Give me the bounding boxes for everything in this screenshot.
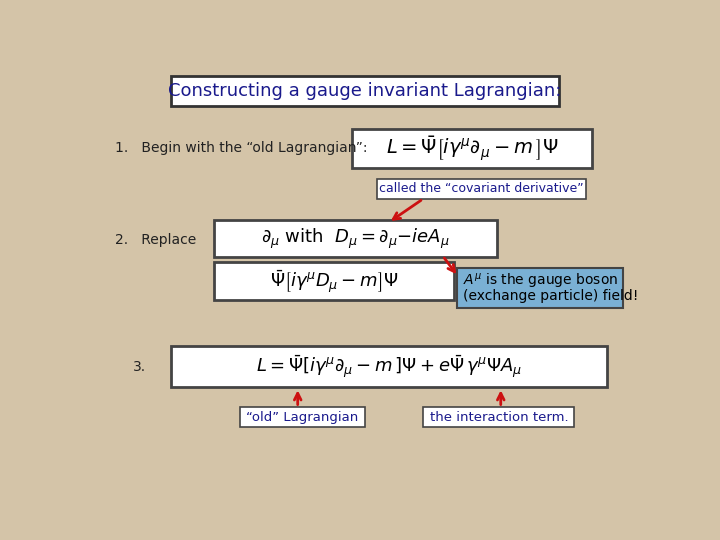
Bar xyxy=(352,130,593,168)
Text: 3.: 3. xyxy=(132,360,145,374)
Text: the interaction term.: the interaction term. xyxy=(430,411,568,424)
Text: $\partial_{\mu}$ with  $D_{\mu}= \partial_{\mu}{-}ieA_{\mu}$: $\partial_{\mu}$ with $D_{\mu}= \partial… xyxy=(261,227,450,251)
Text: $L = \bar{\Psi}\left[i\gamma^{\mu}\partial_{\mu} -m\,\right]\Psi$: $L = \bar{\Psi}\left[i\gamma^{\mu}\parti… xyxy=(386,134,558,163)
Bar xyxy=(171,76,559,106)
Text: 2.   Replace: 2. Replace xyxy=(114,233,196,247)
Text: (exchange particle) field!: (exchange particle) field! xyxy=(463,289,638,303)
Text: $L = \bar{\Psi}[i\gamma^{\mu}\partial_{\mu} -m\,]\Psi + e\bar{\Psi}\,\gamma^{\mu: $L = \bar{\Psi}[i\gamma^{\mu}\partial_{\… xyxy=(256,353,522,380)
Text: $A^{\mu}$ is the gauge boson: $A^{\mu}$ is the gauge boson xyxy=(463,273,618,292)
Bar xyxy=(423,408,575,428)
Text: Constructing a gauge invariant Lagrangian:: Constructing a gauge invariant Lagrangia… xyxy=(168,82,562,100)
Text: 1.   Begin with the “old Lagrangian”:: 1. Begin with the “old Lagrangian”: xyxy=(114,141,367,155)
Text: “old” Lagrangian: “old” Lagrangian xyxy=(246,411,359,424)
Bar xyxy=(214,220,497,257)
Text: called the “covariant derivative”: called the “covariant derivative” xyxy=(379,183,584,195)
Text: $\bar{\Psi}\left[i\gamma^{\mu}D_{\mu} -m\right]\Psi$: $\bar{\Psi}\left[i\gamma^{\mu}D_{\mu} -m… xyxy=(270,268,398,295)
Bar xyxy=(377,179,586,199)
Bar xyxy=(171,346,607,387)
Bar xyxy=(240,408,365,428)
Bar xyxy=(456,268,624,308)
Bar xyxy=(214,262,454,300)
